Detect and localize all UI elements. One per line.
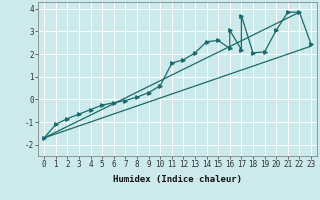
X-axis label: Humidex (Indice chaleur): Humidex (Indice chaleur) (113, 175, 242, 184)
